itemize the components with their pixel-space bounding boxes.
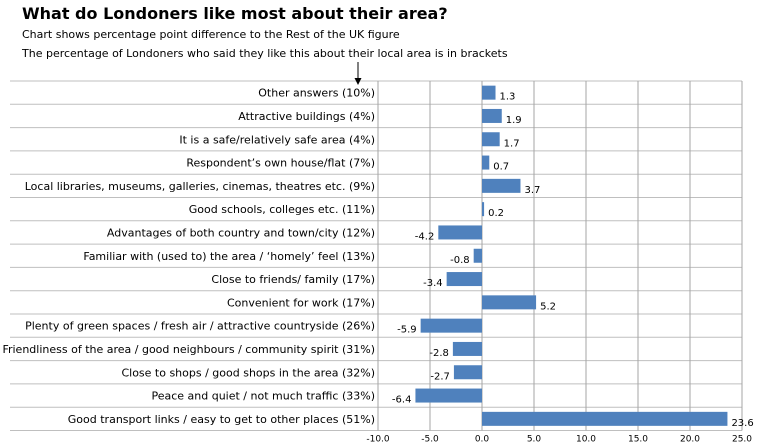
bar [482,155,490,170]
data-label: -6.4 [392,395,412,406]
category-label: Local libraries, museums, galleries, cin… [25,180,375,193]
x-tick-label: 15.0 [628,435,648,445]
data-label: 0.2 [488,208,504,219]
data-label: 5.2 [540,301,556,312]
data-label: -2.7 [430,371,450,382]
category-label: Close to shops / good shops in the area … [121,366,375,379]
bar [452,341,482,356]
bar [482,108,502,123]
data-label: 1.9 [506,115,522,126]
data-label: 1.3 [500,92,516,103]
data-label: -2.8 [429,348,449,359]
x-tick-label: -10.0 [366,435,390,445]
bar [482,178,521,193]
category-label: Good schools, colleges etc. (11%) [189,203,375,216]
category-labels: Other answers (10%) Attractive buildings … [2,87,375,426]
row-separators [10,80,742,431]
data-label: -0.8 [450,255,470,266]
bar [473,248,482,263]
bar [446,272,482,287]
category-label: Other answers (10%) [258,87,375,100]
data-label: 3.7 [524,185,540,196]
bar [482,411,728,426]
data-label: -4.2 [415,231,435,242]
data-label: 0.7 [493,162,509,173]
category-label: Close to friends/ family (17%) [211,273,375,286]
bar [420,318,482,333]
x-tick-label: 20.0 [680,435,700,445]
category-label: Peace and quiet / not much traffic (33%) [151,390,375,403]
x-tick-label: 25.0 [732,435,752,445]
bars [415,85,728,426]
bar [482,85,496,100]
category-label: Advantages of both country and town/city… [107,226,375,239]
data-labels: 1.3 1.9 1.7 0.7 3.7 0.2 -4.2 -0.8 -3.4 5.2 -5.9 -2.… [392,92,754,429]
x-tick-label: -5.0 [421,435,439,445]
pointer-arrow [354,62,362,85]
category-label: Convenient for work (17%) [227,296,375,309]
category-label: Plenty of green spaces / fresh air / att… [25,320,375,333]
data-label: -5.9 [397,325,417,336]
bar [482,202,485,217]
chart-note: The percentage of Londoners who said the… [22,47,508,60]
chart-title: What do Londoners like most about their … [22,4,448,23]
category-label: Respondent’s own house/flat (7%) [186,157,375,170]
category-label: Good transport links / easy to get to ot… [68,413,375,426]
bar [438,225,482,240]
chart-subtitle: Chart shows percentage point difference … [22,28,400,41]
category-label: Friendliness of the area / good neighbou… [2,343,375,356]
bar [415,388,482,403]
data-label: -3.4 [423,278,443,289]
data-label: 1.7 [504,138,520,149]
data-label: 23.6 [731,418,753,429]
category-label: Attractive buildings (4%) [238,110,375,123]
bar [453,365,482,380]
category-label: Familiar with (used to) the area / ‘home… [83,250,375,263]
x-axis-tick-labels: -10.0 -5.0 0.0 5.0 10.0 15.0 20.0 25.0 [366,435,752,445]
bar [482,295,537,310]
x-tick-label: 0.0 [475,435,490,445]
category-label: It is a safe/relatively safe area (4%) [179,133,375,146]
x-tick-label: 10.0 [576,435,596,445]
x-tick-label: 5.0 [527,435,542,445]
bar [482,132,500,147]
